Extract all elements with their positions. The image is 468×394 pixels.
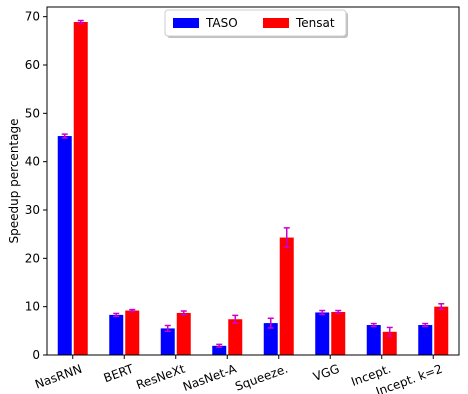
errorbar-tensat-4 [283,227,290,248]
errorbar-tensat-1 [129,308,136,313]
legend-box [164,9,347,37]
legend-swatch-taso [173,18,199,28]
bar-tensat-2 [176,312,191,355]
y-axis-label: Speedup percentage [7,119,21,244]
error-bars-layer [61,19,445,349]
errorbar-tensat-2 [180,310,187,316]
legend-label-tensat: Tensat [295,16,335,30]
plot-frame [46,6,460,356]
y-tick-label: 10 [25,300,40,314]
bar-taso-1 [109,314,124,355]
legend-swatch-tensat [263,18,289,28]
y-tick-label: 30 [25,203,40,217]
bar-tensat-3 [228,319,243,355]
errorbar-tensat-3 [232,314,239,324]
y-tick-label: 40 [25,155,40,169]
errorbar-taso-3 [216,343,223,349]
bar-taso-2 [160,328,175,355]
errorbar-tensat-6 [386,326,393,337]
errorbar-taso-6 [370,322,377,328]
x-tick-label: BERT [102,361,136,385]
bar-tensat-7 [434,306,449,355]
errorbar-taso-2 [164,324,171,333]
errorbar-taso-0 [61,133,68,139]
bar-tensat-0 [73,21,88,355]
errorbar-taso-1 [113,312,120,318]
bar-tensat-5 [331,311,346,355]
y-tick-label: 20 [25,251,40,265]
errorbar-tensat-5 [335,309,342,315]
errorbar-tensat-0 [77,19,84,25]
y-tick-label: 0 [32,348,40,362]
bar-taso-0 [57,136,72,355]
legend: TASO Tensat [164,9,348,38]
errorbar-taso-7 [422,322,429,328]
y-tick-label: 60 [25,58,40,72]
x-tick-label: ResNeXt [134,362,187,393]
bar-tensat-1 [125,310,140,355]
y-tick-label: 70 [25,10,40,24]
bar-taso-4 [263,323,278,355]
x-tick-label: NasNet-A [181,361,239,394]
bar-tensat-4 [279,237,294,355]
errorbar-taso-5 [319,309,326,316]
errorbar-taso-4 [267,317,274,329]
bar-taso-6 [366,325,381,355]
x-tick-label: NasRNN [33,362,84,392]
x-tick-label: Squeeze. [233,362,290,394]
y-tick-label: 50 [25,106,40,120]
bar-taso-3 [212,345,227,355]
x-tick-label: VGG [311,362,341,384]
errorbar-tensat-7 [438,303,445,311]
bar-taso-5 [315,312,330,355]
y-axis: 0 10 20 30 40 50 60 70 [25,10,47,362]
bars-layer [57,21,449,355]
bar-tensat-6 [382,331,397,355]
bar-taso-7 [418,325,433,355]
legend-label-taso: TASO [205,16,238,30]
